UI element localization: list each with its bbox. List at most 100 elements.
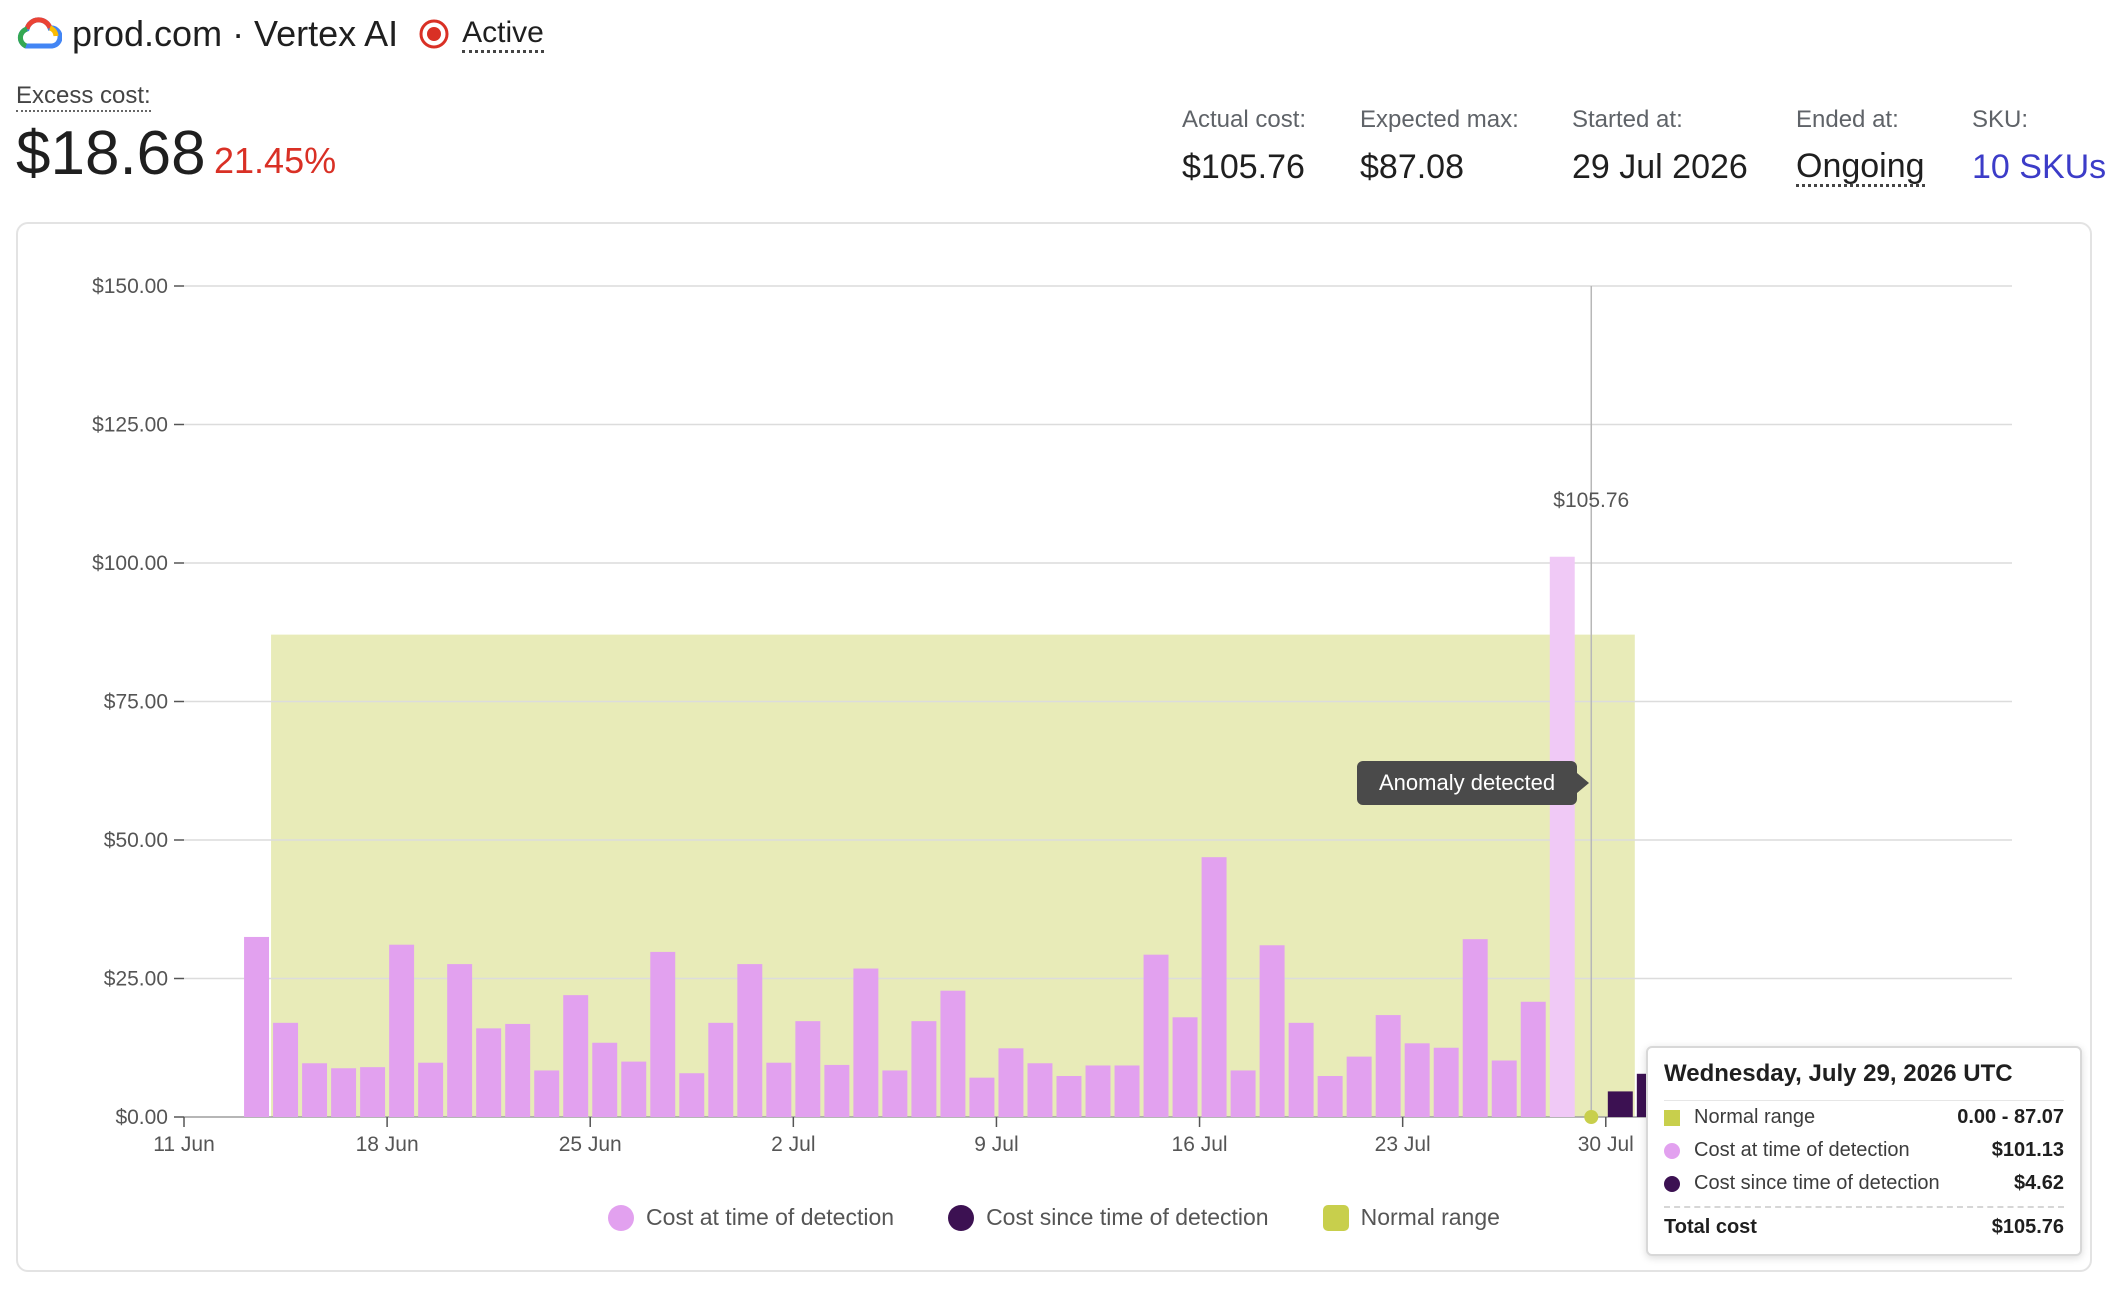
excess-cost-percent: 21.45%: [214, 140, 337, 181]
cost-bar: [621, 1061, 647, 1117]
cost-bar: [737, 964, 763, 1117]
cost-bar: [1143, 954, 1169, 1117]
excess-cost-value: $18.68: [16, 119, 206, 188]
x-tick-label: 11 Jun: [153, 1133, 215, 1156]
tooltip-row-value: $4.62: [2013, 1172, 2064, 1194]
cost-bar: [563, 995, 589, 1117]
cost-bar: [331, 1068, 357, 1117]
cost-bar: [1404, 1043, 1430, 1117]
sku-link[interactable]: 10 SKUs: [1972, 148, 2107, 186]
legend-item-normal-range[interactable]: Normal range: [1322, 1204, 1500, 1231]
status-indicator[interactable]: Active: [418, 16, 544, 53]
cost-bar-chart[interactable]: $150.00 $125.00 $100.00 $75.00 $50.00 $25.00 $…: [18, 224, 2090, 1270]
cost-bar: [882, 1070, 908, 1117]
cost-bar: [679, 1073, 705, 1117]
cost-bar: [911, 1021, 937, 1117]
cost-bar: [1172, 1017, 1198, 1117]
page-title: prod.com · Vertex AI: [72, 13, 399, 54]
cost-at-detection-swatch-icon: [1664, 1142, 1680, 1159]
hover-marker: [1584, 1110, 1599, 1124]
normal-range-swatch-icon: [1664, 1109, 1680, 1126]
tooltip-row-value: $101.13: [1991, 1139, 2064, 1161]
cost-bar: [1230, 1070, 1256, 1117]
cost-bar: [940, 990, 966, 1117]
cost-bar: [1375, 1015, 1401, 1117]
cost-bar: [1259, 945, 1285, 1117]
stat-value: 29 Jul 2026: [1572, 148, 1748, 186]
tooltip-row-value: 0.00 - 87.07: [1957, 1106, 2064, 1128]
cost-bar: [389, 944, 415, 1117]
stat-ended-at: Ended at: Ongoing: [1796, 106, 1925, 187]
cost-bar: [360, 1067, 386, 1117]
cost-bar: [795, 1021, 821, 1117]
cost-bar: [534, 1070, 560, 1117]
cost-since-bar: [1607, 1091, 1633, 1117]
cost-bar: [650, 951, 676, 1117]
x-tick-label: 25 Jun: [559, 1133, 622, 1156]
chart-card: $150.00 $125.00 $100.00 $75.00 $50.00 $25.00 $…: [16, 222, 2092, 1272]
cost-bar: [1085, 1065, 1111, 1117]
chart-tooltip: Wednesday, July 29, 2026 UTC Normal rang…: [1646, 1046, 2082, 1256]
tooltip-total-row: Total cost $105.76: [1664, 1206, 2064, 1239]
cost-bar: [708, 1022, 734, 1117]
cost-bar: [244, 936, 270, 1117]
cost-bar: [476, 1028, 502, 1117]
stat-value: $87.08: [1360, 148, 1464, 186]
y-tick-label: $25.00: [104, 968, 168, 991]
legend-square-icon: [1322, 1204, 1349, 1231]
y-tick-label: $75.00: [104, 691, 168, 714]
stat-label: Actual cost:: [1182, 106, 1307, 133]
cost-bar: [1288, 1022, 1314, 1117]
y-tick-label: $50.00: [104, 829, 168, 852]
cost-bar: [273, 1022, 299, 1117]
legend-label: Cost at time of detection: [646, 1204, 895, 1230]
record-icon: [419, 19, 449, 49]
stat-sku: SKU: 10 SKUs: [1972, 106, 2106, 187]
tooltip-title: Wednesday, July 29, 2026 UTC: [1664, 1060, 2064, 1101]
tooltip-row-label: Cost at time of detection: [1694, 1139, 1910, 1161]
y-tick-label: $100.00: [92, 552, 168, 575]
tooltip-total-value: $105.76: [1991, 1216, 2064, 1238]
peak-value-label: $105.76: [1553, 489, 1629, 512]
legend-label: Cost since time of detection: [986, 1204, 1269, 1230]
x-tick-label: 30 Jul: [1578, 1133, 1634, 1156]
cost-bar: [1433, 1047, 1459, 1117]
chart-legend: Cost at time of detection Cost since tim…: [18, 1204, 2090, 1231]
cost-bar: [969, 1077, 995, 1117]
cost-bar: [853, 968, 879, 1117]
tooltip-total-label: Total cost: [1664, 1216, 1757, 1238]
cost-bar: [592, 1042, 618, 1117]
anomaly-bar: [1549, 556, 1575, 1117]
excess-cost-label[interactable]: Excess cost:: [16, 82, 151, 112]
stat-value-ongoing[interactable]: Ongoing: [1796, 147, 1925, 187]
google-cloud-logo-icon: [17, 17, 62, 49]
cost-bar: [998, 1048, 1024, 1117]
cost-bar: [766, 1062, 792, 1117]
stat-actual-cost: Actual cost: $105.76: [1182, 106, 1306, 187]
stat-value: $105.76: [1182, 148, 1305, 186]
stat-label: SKU:: [1972, 106, 2029, 133]
cost-bar: [1491, 1060, 1517, 1117]
legend-item-cost-since-detection[interactable]: Cost since time of detection: [948, 1204, 1269, 1231]
cost-bar: [302, 1063, 328, 1117]
tooltip-row-cost-since-detection: Cost since time of detection $4.62: [1664, 1167, 2064, 1200]
stat-expected-max: Expected max: $87.08: [1360, 106, 1519, 187]
cost-since-detection-swatch-icon: [1664, 1175, 1680, 1192]
y-tick-label: $125.00: [92, 414, 168, 437]
y-tick-label: $150.00: [92, 275, 168, 298]
tooltip-row-normal-range: Normal range 0.00 - 87.07: [1664, 1101, 2064, 1134]
cost-bar: [447, 964, 473, 1117]
stat-started-at: Started at: 29 Jul 2026: [1572, 106, 1748, 187]
cost-bar: [505, 1023, 531, 1117]
legend-item-cost-at-detection[interactable]: Cost at time of detection: [608, 1204, 894, 1231]
anomaly-annotation: Anomaly detected: [1357, 761, 1590, 805]
cost-bar: [1114, 1065, 1140, 1117]
cost-bar: [1346, 1056, 1372, 1117]
cost-bar: [1317, 1076, 1343, 1117]
cost-bar: [1056, 1076, 1082, 1117]
x-tick-label: 2 Jul: [771, 1133, 815, 1156]
status-text[interactable]: Active: [462, 16, 544, 53]
cost-bar: [1201, 857, 1227, 1117]
x-tick-label: 16 Jul: [1172, 1133, 1228, 1156]
cost-bar: [1520, 1001, 1546, 1117]
